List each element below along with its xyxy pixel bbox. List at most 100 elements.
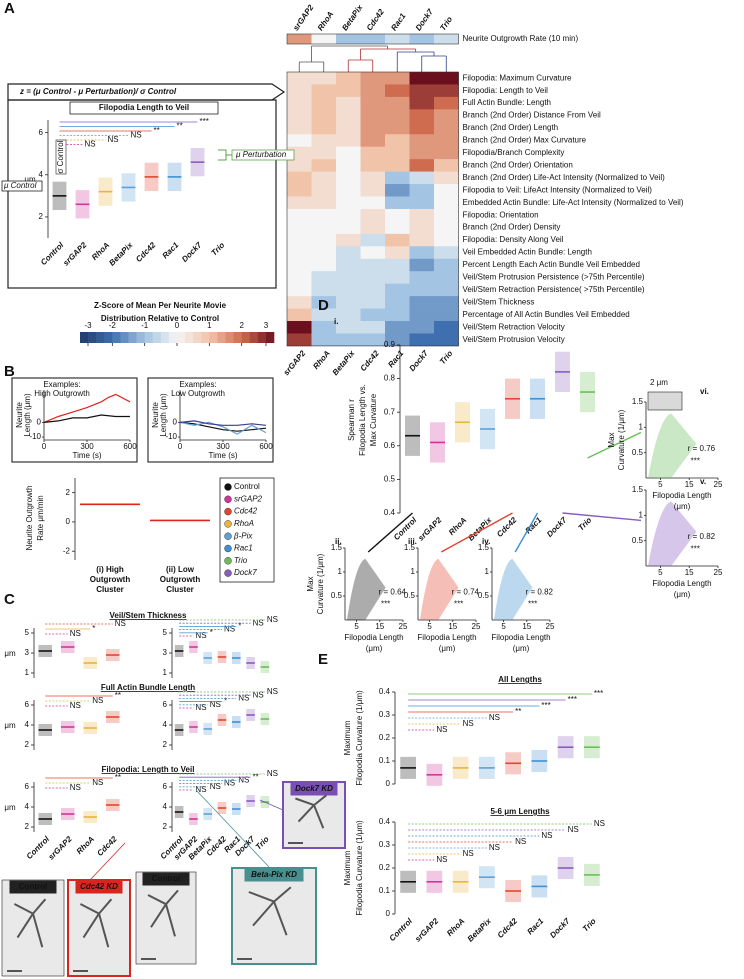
- row-label: Full Actin Bundle: Length: [463, 98, 552, 107]
- legend-frame: [219, 477, 275, 583]
- outgrowth-cell: [434, 34, 459, 44]
- heatmap-cell: [360, 321, 386, 334]
- category-label: (i) High: [96, 565, 124, 574]
- heatmap-cell: [336, 72, 361, 85]
- correlation-label: r = 0.74: [452, 588, 480, 597]
- significance-label: ***: [454, 599, 463, 608]
- significance-label: ***: [200, 117, 209, 126]
- y-tick-label: 0.2: [379, 733, 391, 742]
- heatmap-cell: [360, 333, 386, 347]
- significance-label: NS: [195, 785, 206, 794]
- category-label: Outgrowth: [160, 575, 201, 584]
- y-tick-label: 0.4: [379, 687, 391, 696]
- y-tick-label: 0: [66, 517, 71, 526]
- heatmap-cell: [311, 283, 337, 297]
- x-tick-label: 5: [354, 622, 359, 631]
- significance-label: **: [115, 691, 121, 700]
- heatmap-cell: [336, 221, 361, 235]
- trace: [179, 420, 267, 426]
- link-line: [367, 512, 413, 553]
- heatmap-cell: [311, 196, 337, 210]
- y-tick-label: 2: [66, 488, 71, 497]
- heatmap-cell: [434, 321, 459, 334]
- outgrowth-cell: [336, 34, 361, 44]
- cell-shape: [295, 794, 328, 829]
- heatmap-cell: [409, 233, 435, 247]
- significance-label: NS: [224, 625, 235, 634]
- significance-label: NS: [131, 131, 142, 140]
- heatmap-cell: [360, 146, 386, 160]
- trace: [43, 393, 131, 423]
- sigma-control: σ Control: [56, 140, 65, 173]
- x-tick-label: 300: [216, 442, 230, 451]
- heatmap-cell: [409, 146, 435, 160]
- heatmap-cell: [360, 196, 386, 210]
- significance-label: *: [238, 622, 241, 631]
- heatmap-cell: [311, 333, 337, 347]
- y-tick-label: 1: [639, 422, 644, 431]
- x-tick-label: 5: [427, 622, 432, 631]
- chart-title: 5-6 μm Lengths: [490, 807, 550, 816]
- y-axis-label: μm: [24, 175, 36, 184]
- x-axis-label: (μm): [513, 644, 530, 653]
- row-label: Branch (2nd Order) Distance From Veil: [463, 111, 601, 120]
- heatmap-cell: [336, 84, 361, 98]
- x-tick-label: 15: [448, 622, 457, 631]
- correlation-label: r = 0.76: [688, 444, 716, 453]
- y-axis-label: μm: [4, 803, 16, 812]
- legend-swatch: [224, 569, 232, 577]
- heatmap-cell: [409, 208, 435, 222]
- subpanel-label: iv.: [482, 537, 490, 546]
- colorbar-swatch: [144, 332, 154, 343]
- y-tick-label: 0.5: [632, 448, 644, 457]
- image-label: Control: [152, 874, 180, 883]
- heatmap-cell: [336, 184, 361, 197]
- y-axis-label: Rate μm/min: [36, 495, 45, 541]
- y-tick-label: 1.5: [331, 543, 343, 552]
- heatmap-cell: [360, 283, 386, 297]
- y-tick-label: 0.5: [632, 536, 644, 545]
- heatmap-cell: [360, 184, 386, 197]
- row-title: Full Actin Bundle Length: [101, 683, 195, 692]
- heatmap-cell: [409, 121, 435, 135]
- row-label: Filopodia to Veil: LifeAct Intensity (No…: [463, 185, 653, 194]
- x-tick-label: 15: [685, 480, 694, 489]
- colorbar-swatch: [193, 332, 202, 343]
- subpanel-label: vi.: [700, 387, 709, 396]
- y-tick-label: 5: [163, 628, 168, 637]
- row-label: Filopodia: Density Along Veil: [463, 235, 564, 244]
- significance-label: NS: [210, 700, 221, 709]
- significance-label: *: [92, 624, 95, 633]
- legend-label: β-Pix: [233, 531, 253, 540]
- outgrowth-cell: [385, 34, 410, 44]
- heatmap-cell: [311, 296, 337, 309]
- row-label: Veil/Stem Retraction Persistence( >75th …: [463, 285, 645, 294]
- heatmap-cell: [336, 308, 361, 322]
- y-axis-label: Neurite: [151, 402, 160, 428]
- point-cloud: [494, 558, 533, 620]
- heatmap-cell: [409, 171, 435, 185]
- heatmap-cell: [360, 221, 386, 235]
- y-tick-label: 2: [39, 212, 44, 221]
- heatmap-cell: [336, 121, 361, 135]
- link-line: [587, 431, 642, 459]
- category-label: (ii) Low: [166, 565, 195, 574]
- subpanel-label: ii.: [335, 537, 342, 546]
- legend-label: Control: [234, 482, 260, 491]
- x-axis-label: (μm): [674, 502, 691, 511]
- correlation-label: r = 0.82: [688, 532, 716, 541]
- heatmap-cell: [311, 258, 337, 272]
- y-tick-label: 0.4: [379, 817, 391, 826]
- y-axis-label: Curvature (1/μm): [316, 553, 325, 614]
- significance-label: ***: [528, 599, 537, 608]
- mu-perturbation-box: [231, 149, 295, 161]
- heatmap-cell: [287, 109, 312, 123]
- heatmap-cell: [311, 184, 337, 197]
- chart-title: All Lengths: [498, 675, 542, 684]
- heatmap-cell: [434, 333, 459, 347]
- heatmap-cell: [360, 109, 386, 123]
- significance-label: NS: [115, 619, 126, 628]
- example-title: Low Outgrowth: [171, 389, 225, 398]
- heatmap-cell: [311, 109, 337, 123]
- colorbar-swatch: [120, 332, 129, 343]
